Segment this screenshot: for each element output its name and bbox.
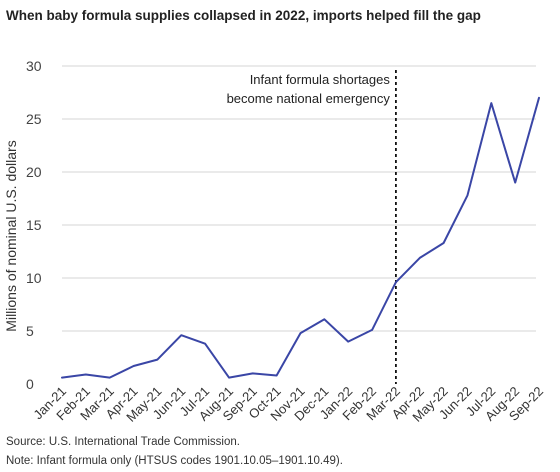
y-tick-label: 0 (26, 376, 34, 392)
y-axis-ticks: 0 5 10 15 20 25 30 (26, 58, 42, 392)
y-tick-label: 15 (26, 217, 42, 233)
chart-title: When baby formula supplies collapsed in … (6, 8, 481, 23)
y-tick-label: 25 (26, 111, 42, 127)
x-axis-ticks: Jan-21Feb-21Mar-21Apr-21May-21Jun-21Jul-… (30, 384, 546, 425)
series-layer (61, 96, 540, 379)
series-line (61, 96, 540, 379)
footnote: Note: Infant formula only (HTSUS codes 1… (6, 455, 343, 467)
y-tick-label: 30 (26, 58, 42, 74)
source-note: Source: U.S. International Trade Commiss… (6, 436, 240, 448)
annotation-text: become national emergency (227, 91, 391, 106)
y-tick-label: 5 (26, 323, 34, 339)
y-axis-label: Millions of nominal U.S. dollars (3, 140, 19, 331)
y-tick-label: 10 (26, 270, 42, 286)
y-tick-label: 20 (26, 164, 42, 180)
annotation: Infant formula shortages become national … (227, 70, 397, 384)
annotation-text: Infant formula shortages (250, 72, 391, 87)
gridlines (62, 65, 536, 332)
